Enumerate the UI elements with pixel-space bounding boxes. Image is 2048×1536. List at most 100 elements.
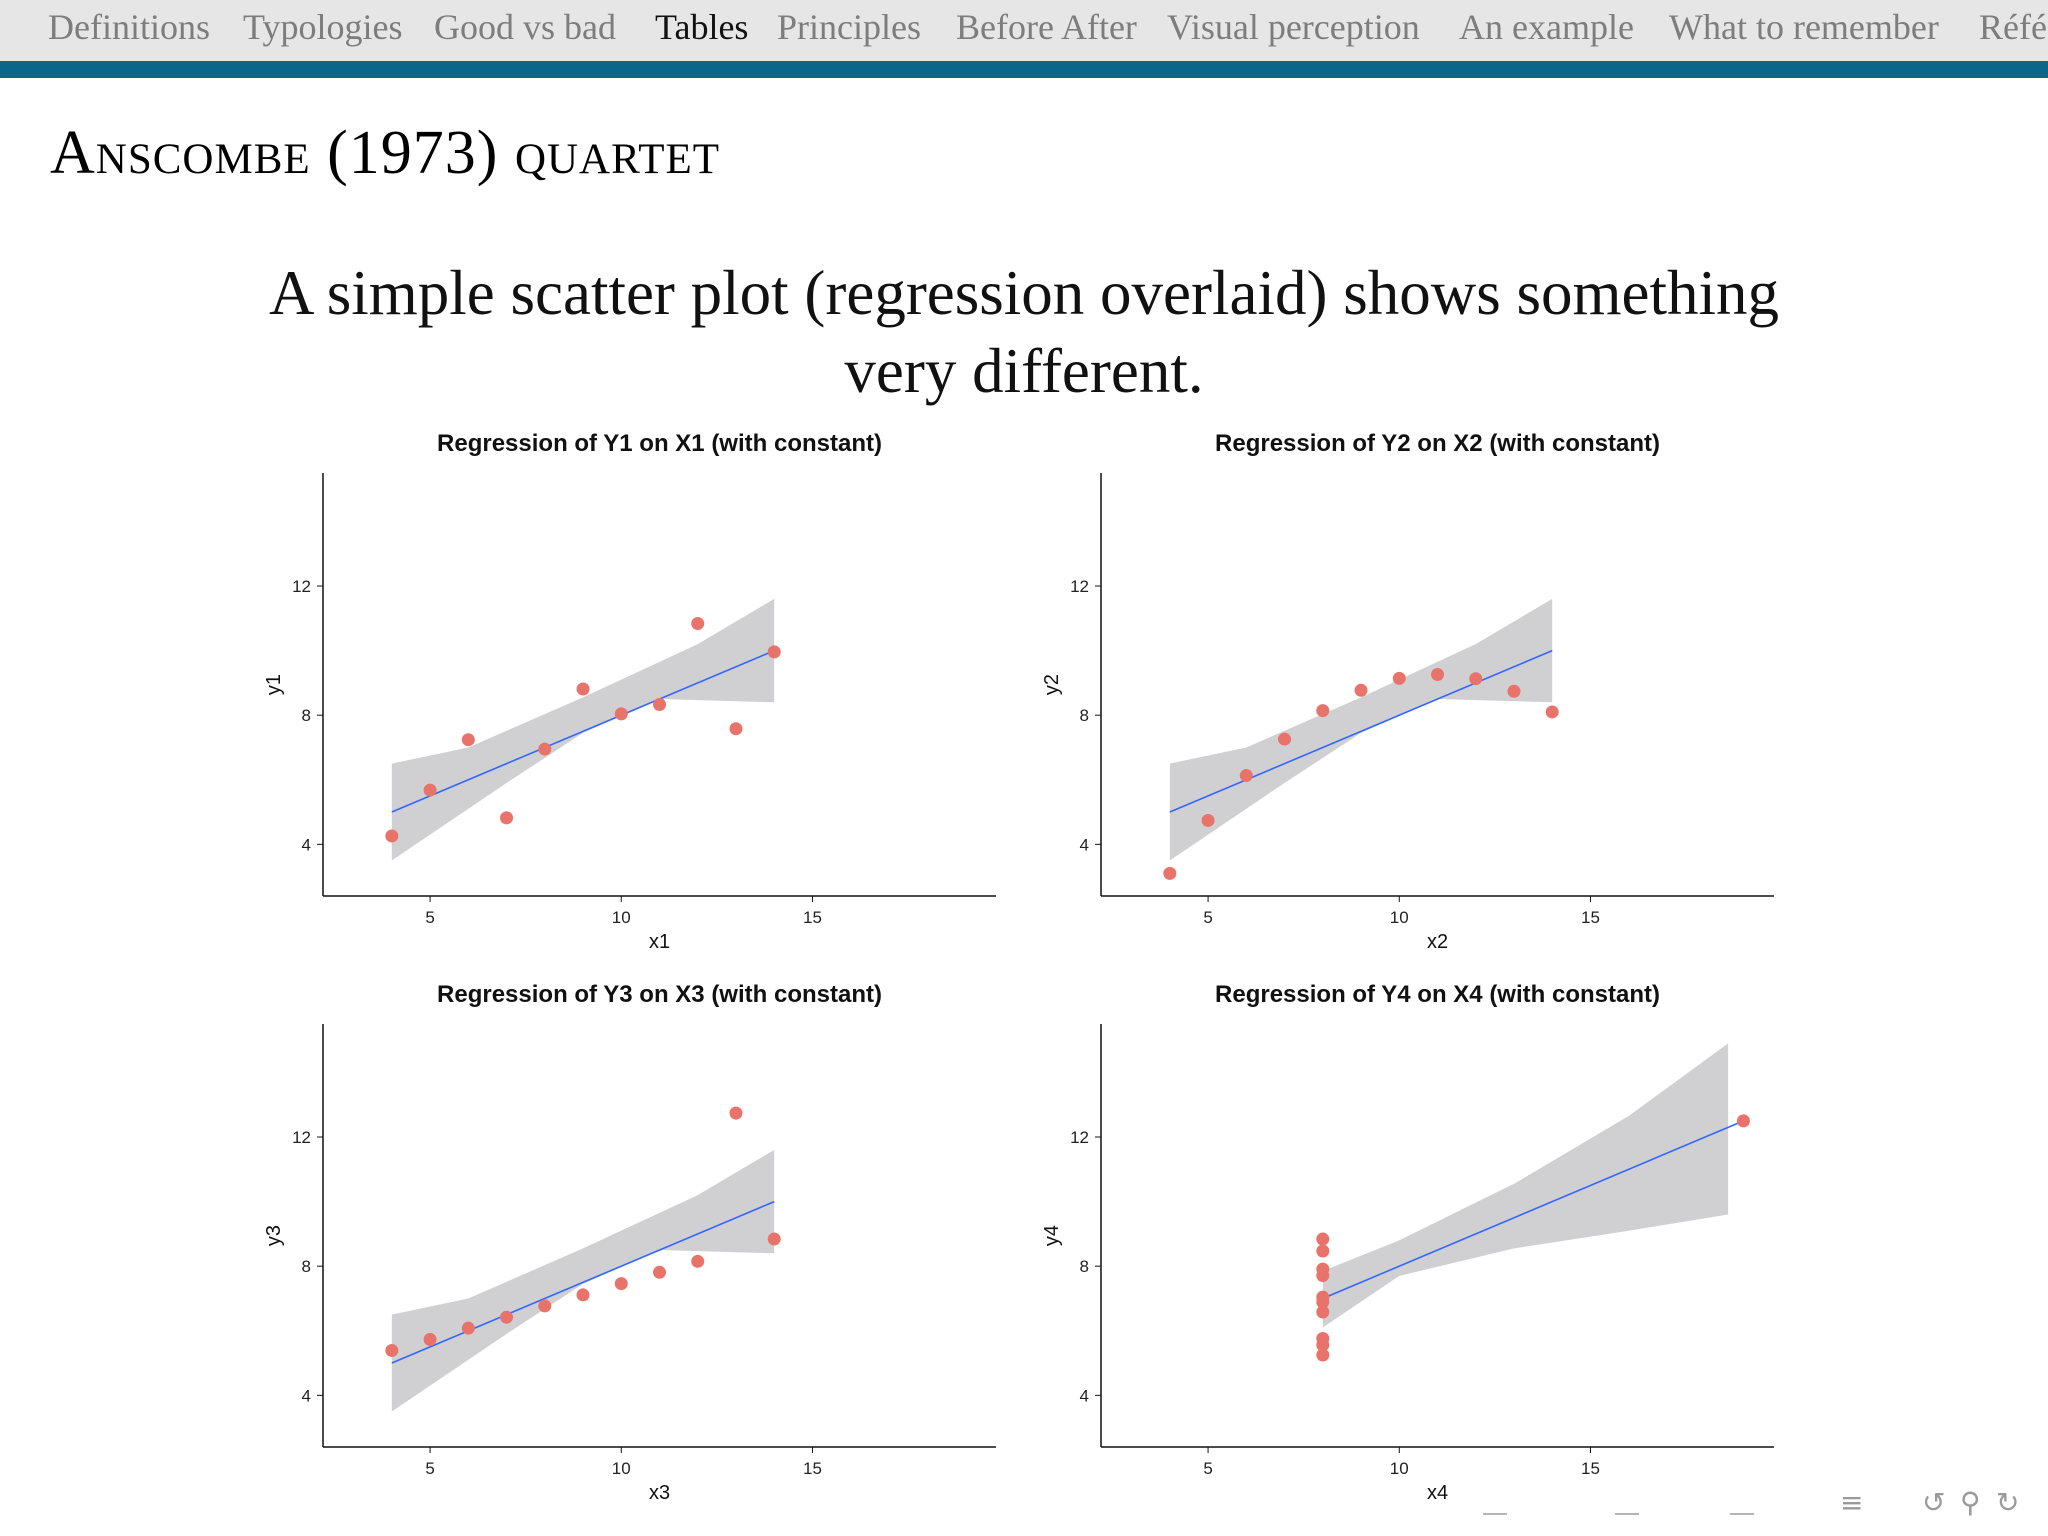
slide-subtitle: A simple scatter plot (regression overla… <box>150 254 1898 410</box>
y-axis-label: y3 <box>263 1225 285 1246</box>
data-point <box>1545 705 1559 719</box>
data-point <box>1278 732 1292 746</box>
data-point <box>1469 672 1483 686</box>
data-point <box>767 645 781 659</box>
x-tick-label: 15 <box>803 908 822 927</box>
nav-marker <box>1615 1513 1639 1515</box>
data-point <box>653 1265 666 1279</box>
nav-item-references[interactable]: Réfé <box>1979 7 2047 47</box>
data-point <box>1507 684 1521 698</box>
data-point <box>423 783 437 797</box>
section-nav-bar: Definitions Typologies Good vs bad Table… <box>0 0 2048 61</box>
confidence-band <box>1169 598 1553 861</box>
data-point <box>538 1299 552 1313</box>
subtitle-line-1: A simple scatter plot (regression overla… <box>269 258 1779 328</box>
confidence-band <box>1322 1043 1729 1328</box>
nav-item-definitions[interactable]: Definitions <box>48 7 210 47</box>
data-point <box>691 616 705 630</box>
data-point <box>1316 1295 1330 1309</box>
x-axis-label: x4 <box>1427 1482 1448 1504</box>
y-tick-label: 8 <box>302 706 311 725</box>
regression-line <box>391 649 775 813</box>
y-tick-label: 4 <box>1080 1386 1089 1405</box>
data-point <box>767 1232 781 1246</box>
nav-item-before-after[interactable]: Before After <box>956 7 1137 47</box>
y-tick-label: 8 <box>1080 706 1089 725</box>
y-tick-label: 12 <box>292 577 311 596</box>
data-point <box>461 1321 475 1335</box>
x-tick-label: 5 <box>425 908 434 927</box>
nav-item-principles[interactable]: Principles <box>777 7 921 47</box>
data-point <box>500 811 514 825</box>
y-tick-label: 4 <box>302 1386 311 1405</box>
data-point <box>1392 671 1406 685</box>
nav-item-an-example[interactable]: An example <box>1459 7 1634 47</box>
chart-panel-4: 5 10 15 4 8 12 x4 y4 Regression of Y4 on X4 (wit… <box>1041 981 1774 1504</box>
chart-title: Regression of Y2 on X2 (with constant) <box>1215 430 1660 457</box>
nav-item-what-to-remember[interactable]: What to remember <box>1669 7 1939 47</box>
chart-title: Regression of Y1 on X1 (with constant) <box>437 430 882 457</box>
nav-item-good-vs-bad[interactable]: Good vs bad <box>434 7 616 47</box>
data-point <box>576 1288 590 1302</box>
data-point <box>1201 813 1215 827</box>
chart-panel-3: 5 10 15 4 8 12 x3 y3 Regression of Y3 on X3 (wit… <box>263 981 996 1504</box>
y-tick-label: 8 <box>1080 1257 1089 1276</box>
data-point <box>1316 1338 1330 1352</box>
regression-line <box>1322 1120 1744 1300</box>
data-point <box>614 707 628 721</box>
x-tick-label: 5 <box>425 1459 434 1478</box>
nav-item-tables[interactable]: Tables <box>655 7 749 47</box>
data-point <box>1316 1262 1330 1276</box>
data-point <box>1316 1348 1330 1362</box>
data-point <box>729 1106 743 1120</box>
y-axis-label: y1 <box>263 674 285 695</box>
y-tick-label: 8 <box>302 1257 311 1276</box>
chart-panel-1: 5 10 15 4 8 12 x1 y1 Regression of Y1 on X1 (wit… <box>263 430 996 953</box>
data-point <box>461 733 475 747</box>
data-point <box>1736 1114 1750 1128</box>
x-tick-label: 5 <box>1203 1459 1212 1478</box>
nav-marker <box>1483 1513 1507 1515</box>
data-point <box>1239 769 1253 783</box>
y-tick-label: 12 <box>1070 1128 1089 1147</box>
x-tick-label: 15 <box>1581 908 1600 927</box>
x-tick-label: 10 <box>1390 908 1409 927</box>
x-axis-label: x1 <box>649 931 670 953</box>
data-point <box>614 1277 628 1291</box>
y-tick-label: 4 <box>1080 835 1089 854</box>
back-icon[interactable]: ↺ <box>1922 1486 1946 1519</box>
data-point <box>423 1332 437 1346</box>
outline-icon[interactable]: ≡ <box>1840 1486 1864 1519</box>
nav-item-typologies[interactable]: Typologies <box>243 7 403 47</box>
nav-item-visual-perception[interactable]: Visual perception <box>1167 7 1420 47</box>
data-point <box>729 722 743 736</box>
nav-marker <box>1730 1513 1754 1515</box>
slide-title: Anscombe (1973) quartet <box>50 119 721 187</box>
x-tick-label: 10 <box>612 1459 631 1478</box>
data-point <box>385 1343 399 1357</box>
data-point <box>385 829 399 843</box>
data-point <box>1354 683 1368 697</box>
forward-icon[interactable]: ↻ <box>1996 1486 2020 1519</box>
chart-title: Regression of Y3 on X3 (with constant) <box>437 981 882 1008</box>
data-point <box>500 1310 514 1324</box>
y-tick-label: 12 <box>1070 577 1089 596</box>
data-point <box>1316 1232 1330 1246</box>
x-tick-label: 15 <box>803 1459 822 1478</box>
search-icon[interactable]: ⚲ <box>1960 1486 1981 1519</box>
data-point <box>576 682 590 696</box>
data-point <box>1316 1244 1330 1258</box>
regression-line <box>391 1200 775 1364</box>
subtitle-line-2: very different. <box>844 336 1204 406</box>
data-point <box>1163 866 1177 880</box>
data-point <box>538 742 552 756</box>
y-axis-label: y4 <box>1041 1225 1063 1246</box>
data-point <box>1316 704 1330 718</box>
y-tick-label: 12 <box>292 1128 311 1147</box>
x-tick-label: 10 <box>612 908 631 927</box>
data-point <box>1316 1305 1330 1319</box>
beamer-navigation-controls: ≡ ↺ ⚲ ↻ <box>1840 1486 2045 1526</box>
data-point <box>653 698 666 712</box>
confidence-band <box>391 598 775 861</box>
